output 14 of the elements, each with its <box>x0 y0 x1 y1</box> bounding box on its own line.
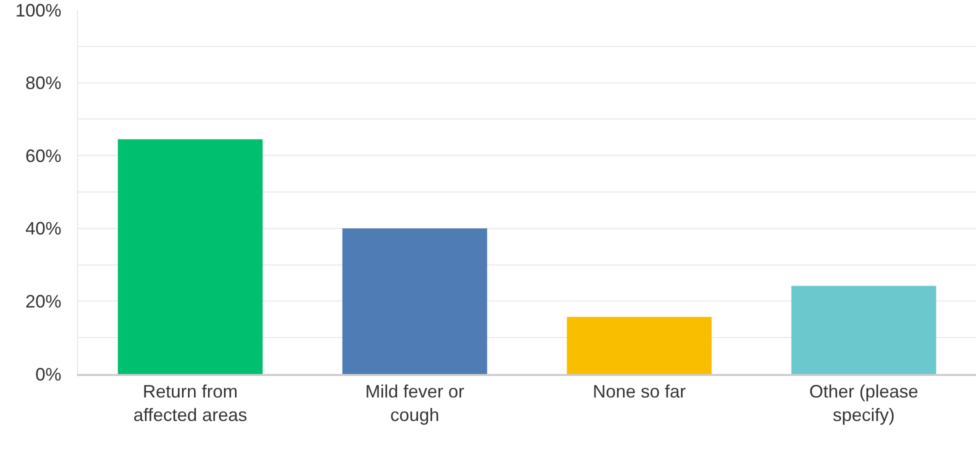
x-tick-label: None so far <box>592 382 686 402</box>
bar <box>118 139 263 374</box>
y-tick-label: 0% <box>35 364 62 384</box>
x-tick-label: Other (please specify) <box>809 382 918 425</box>
y-tick-label: 100% <box>15 0 62 20</box>
y-tick-label: 40% <box>25 218 62 239</box>
x-tick-label: Return from affected areas <box>133 382 248 425</box>
bar <box>342 228 488 374</box>
y-tick-label: 60% <box>25 146 62 166</box>
x-tick-label: Mild fever or cough <box>365 382 464 425</box>
y-tick-label: 80% <box>25 73 62 94</box>
bar <box>791 286 936 374</box>
y-tick-label: 20% <box>25 292 62 312</box>
bar <box>566 316 712 374</box>
